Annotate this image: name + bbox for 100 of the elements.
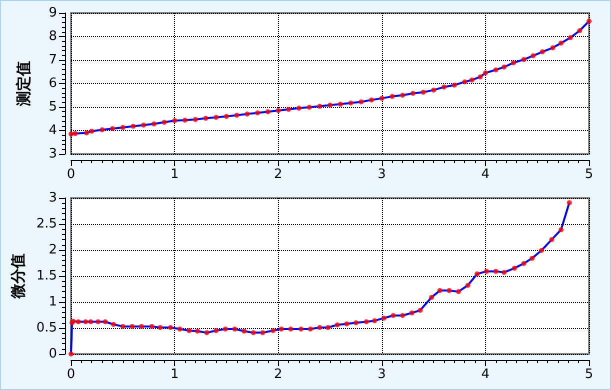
point — [158, 324, 163, 330]
y-tick-label: 0.5 — [36, 320, 57, 336]
point — [538, 248, 544, 254]
y-tick-label: 9 — [48, 6, 57, 20]
point — [549, 237, 554, 242]
point — [120, 324, 126, 329]
x-tick-label: 3 — [378, 167, 386, 182]
point — [298, 326, 304, 332]
point — [276, 108, 281, 114]
point — [482, 70, 488, 76]
point — [390, 94, 395, 99]
x-tick-label: 4 — [481, 167, 490, 182]
point — [409, 310, 414, 316]
point — [296, 106, 302, 111]
point — [222, 326, 228, 332]
point — [204, 330, 210, 336]
point — [568, 35, 573, 40]
point — [172, 118, 178, 124]
point — [72, 131, 78, 136]
point — [130, 324, 135, 329]
point — [530, 256, 535, 261]
point — [83, 319, 88, 324]
point — [521, 261, 526, 266]
point — [452, 82, 457, 88]
point — [182, 118, 188, 123]
point — [372, 318, 378, 324]
point — [577, 28, 582, 34]
point — [353, 320, 358, 326]
point — [102, 319, 108, 324]
point — [317, 104, 322, 109]
x-tick-label: 2 — [274, 367, 282, 382]
point — [429, 294, 434, 300]
point — [151, 121, 156, 126]
point — [88, 319, 94, 324]
point — [446, 288, 452, 294]
point — [76, 319, 81, 324]
point — [270, 328, 276, 334]
point — [68, 132, 74, 137]
point — [441, 84, 446, 90]
point — [540, 49, 545, 54]
point — [338, 102, 343, 107]
point — [110, 126, 115, 132]
point — [400, 313, 406, 318]
point — [410, 90, 416, 96]
point — [400, 92, 406, 98]
point — [130, 124, 136, 129]
point — [288, 326, 294, 332]
point — [244, 112, 250, 117]
point — [89, 128, 94, 134]
point — [110, 322, 116, 327]
point — [234, 112, 240, 118]
point — [214, 328, 219, 334]
point — [364, 319, 369, 324]
point — [95, 319, 100, 324]
point — [437, 288, 442, 294]
point — [502, 270, 507, 275]
point — [379, 96, 384, 101]
point — [478, 74, 483, 80]
point — [368, 97, 374, 102]
point — [265, 109, 270, 114]
point — [334, 322, 340, 328]
y-axis-title: 测定值 — [14, 61, 32, 107]
x-tick-label: 1 — [170, 367, 179, 382]
point — [381, 316, 386, 321]
point — [502, 64, 507, 70]
point — [530, 53, 536, 58]
point — [149, 324, 154, 329]
point — [162, 120, 167, 125]
x-tick-label: 5 — [584, 367, 594, 382]
point — [232, 326, 238, 332]
point — [84, 130, 90, 136]
x-tick-label: 4 — [481, 367, 490, 382]
point — [317, 324, 322, 330]
y-tick-label: 0 — [48, 346, 57, 362]
point — [344, 321, 350, 326]
point — [348, 100, 354, 106]
point — [358, 99, 364, 104]
x-tick-label: 5 — [584, 167, 594, 182]
point — [100, 127, 105, 132]
point — [214, 114, 219, 120]
x-tick-label: 0 — [66, 367, 76, 382]
point — [512, 266, 517, 271]
y-tick-label: 1.5 — [36, 268, 57, 284]
point — [254, 110, 260, 116]
x-tick-label: 2 — [274, 167, 282, 182]
y-tick-label: 3 — [48, 146, 57, 162]
y-tick-label: 6 — [48, 76, 57, 91]
point — [469, 77, 474, 82]
point — [510, 60, 516, 66]
point — [558, 40, 564, 46]
point — [286, 106, 292, 112]
x-tick-label: 0 — [66, 167, 76, 182]
point — [390, 313, 396, 318]
point — [558, 227, 564, 232]
y-tick-label: 7 — [48, 52, 57, 68]
y-tick-label: 4 — [48, 123, 57, 138]
point — [325, 324, 330, 330]
point — [431, 88, 436, 93]
point — [493, 67, 498, 72]
point — [456, 289, 461, 294]
